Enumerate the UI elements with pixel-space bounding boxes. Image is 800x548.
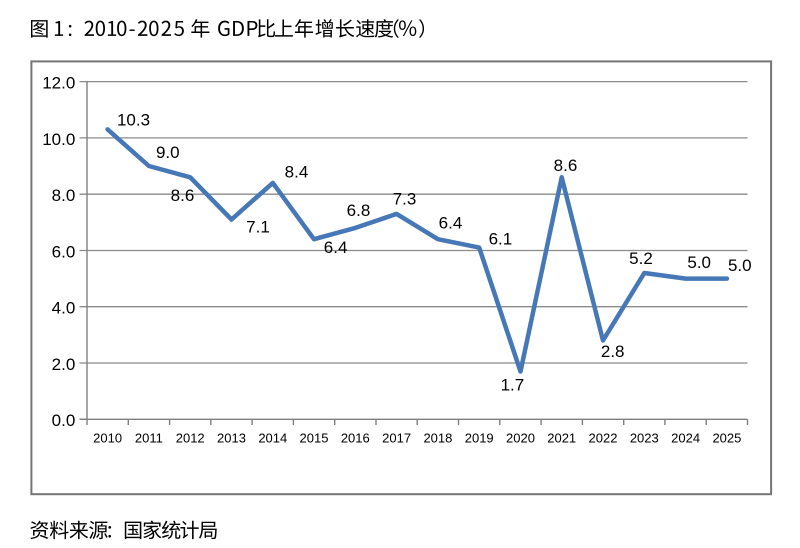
svg-text:2.8: 2.8 [601,342,625,361]
svg-text:5.0: 5.0 [728,256,752,275]
svg-text:5.0: 5.0 [687,253,711,272]
svg-text:6.1: 6.1 [489,230,513,249]
svg-text:10.0: 10.0 [42,130,75,149]
svg-text:6.8: 6.8 [347,201,371,220]
svg-text:2015: 2015 [300,430,329,445]
svg-text:5.2: 5.2 [629,249,653,268]
svg-text:2.0: 2.0 [52,355,76,374]
svg-text:2011: 2011 [135,430,163,445]
svg-text:2017: 2017 [382,430,411,445]
svg-text:8.6: 8.6 [554,156,578,175]
svg-text:2025: 2025 [712,430,741,445]
svg-text:8.6: 8.6 [171,186,195,205]
svg-text:1.7: 1.7 [501,375,525,394]
svg-text:2023: 2023 [630,430,659,445]
svg-text:12.0: 12.0 [42,74,75,93]
svg-text:7.3: 7.3 [393,190,417,209]
svg-text:8.0: 8.0 [52,186,76,205]
svg-text:6.4: 6.4 [439,213,463,232]
svg-text:8.4: 8.4 [285,162,309,181]
svg-text:2014: 2014 [258,430,287,445]
svg-text:2013: 2013 [217,430,246,445]
svg-text:6.0: 6.0 [52,242,76,261]
svg-text:2019: 2019 [465,430,494,445]
svg-text:2016: 2016 [341,430,370,445]
svg-text:2022: 2022 [589,430,618,445]
svg-text:2024: 2024 [671,430,700,445]
svg-text:9.0: 9.0 [156,143,180,162]
svg-text:0.0: 0.0 [52,411,76,430]
svg-text:6.4: 6.4 [324,238,348,257]
svg-text:10.3: 10.3 [117,110,150,129]
svg-text:4.0: 4.0 [52,299,76,318]
svg-text:2021: 2021 [547,430,576,445]
svg-text:2010: 2010 [93,430,122,445]
svg-text:2020: 2020 [506,430,535,445]
svg-text:2012: 2012 [176,430,205,445]
svg-text:7.1: 7.1 [246,218,270,237]
svg-text:2018: 2018 [423,430,452,445]
